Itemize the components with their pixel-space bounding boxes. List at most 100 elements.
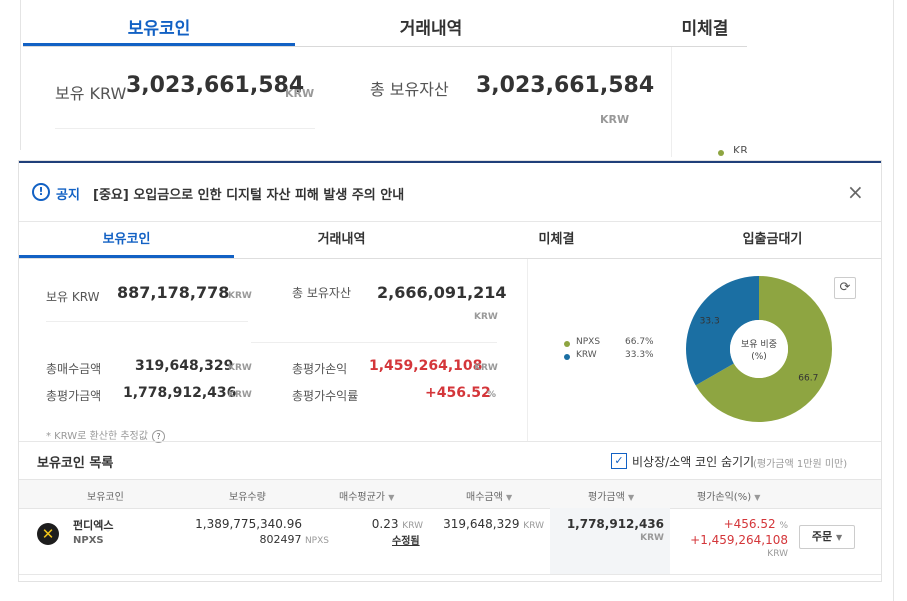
divider xyxy=(19,441,881,442)
divider xyxy=(19,221,881,222)
close-icon[interactable]: × xyxy=(847,180,864,204)
donut-slice-krw xyxy=(686,276,759,386)
donut-slice-npxs xyxy=(695,276,832,422)
col-profit-loss[interactable]: 평가손익(%) ▼ xyxy=(697,488,760,503)
total-pl-unit: KRW xyxy=(474,363,498,373)
tab-history[interactable]: 거래내역 xyxy=(317,232,366,247)
total-eval-label: 총평가금액 xyxy=(46,389,102,403)
total-pl-value: 1,459,264,108 xyxy=(369,358,483,374)
column-divider xyxy=(527,259,528,441)
avg-price-modified-link[interactable]: 수정됨 xyxy=(392,536,420,547)
order-button[interactable]: 주문 ▼ xyxy=(799,525,855,549)
divider xyxy=(46,321,248,322)
donut-label-krw: 33.3 xyxy=(700,316,720,326)
panel-border xyxy=(20,0,21,150)
divider xyxy=(251,342,497,343)
avg-price-value: 0.23 xyxy=(371,517,399,531)
legend-text-top: KR xyxy=(733,144,748,153)
sort-caret-icon: ▼ xyxy=(754,493,761,502)
total-pl-label: 총평가손익 xyxy=(292,362,348,376)
refresh-icon[interactable]: ⟳ xyxy=(834,277,856,299)
total-return-unit: % xyxy=(487,390,497,400)
hide-small-coins-label[interactable]: 비상장/소액 코인 숨기기 xyxy=(632,455,755,469)
holdings-list-title: 보유코인 목록 xyxy=(37,456,114,471)
krw-label-top: 보유 KRW xyxy=(55,84,127,103)
total-assets-value-top: 3,023,661,584 xyxy=(476,73,655,98)
sort-caret-icon: ▼ xyxy=(628,493,635,502)
col-eval-amount[interactable]: 평가금액 ▼ xyxy=(588,488,634,503)
order-button-label: 주문 xyxy=(811,530,833,543)
krw-value-top: 3,023,661,584 xyxy=(126,73,305,98)
table-row[interactable]: ✕ 펀디엑스 NPXS 1,389,775,340.96 802497 NPXS… xyxy=(19,508,881,574)
krw-value: 887,178,778 xyxy=(117,283,230,302)
total-assets-value: 2,666,091,214 xyxy=(377,283,507,302)
hide-small-coins-checkbox[interactable]: ✓ xyxy=(611,453,627,469)
col-buy-amount[interactable]: 매수금액 ▼ xyxy=(466,488,512,503)
eval-cell-bg xyxy=(550,508,670,574)
panel-top-border xyxy=(19,161,881,163)
estimate-hint: * KRW로 환산한 추정값? xyxy=(46,427,165,443)
profit-loss-pct-unit: % xyxy=(779,521,788,531)
legend-name-npxs: NPXS xyxy=(576,337,601,347)
total-return-value: +456.52 xyxy=(425,385,491,401)
estimate-hint-text: * KRW로 환산한 추정값 xyxy=(46,431,148,442)
donut-center-label: (%) xyxy=(751,352,767,362)
npxs-coin-icon: ✕ xyxy=(37,523,59,545)
profit-loss-pct-value: +456.52 xyxy=(723,517,776,531)
legend-value-krw: 33.3% xyxy=(625,350,654,360)
legend-value-npxs: 66.7% xyxy=(625,337,654,347)
total-assets-unit: KRW xyxy=(474,312,498,322)
col-buy-amount-label: 매수금액 xyxy=(466,492,503,503)
eval-amount-unit: KRW xyxy=(640,533,664,543)
quantity-line2: 802497 NPXS xyxy=(189,533,329,546)
quantity-line1: 1,389,775,340.96 xyxy=(195,517,302,531)
legend-name-krw: KRW xyxy=(576,350,597,360)
column-divider xyxy=(671,47,672,157)
active-tab-underline xyxy=(23,43,295,46)
avg-price-unit: KRW xyxy=(402,521,423,531)
col-avg-price-label: 매수평균가 xyxy=(339,492,385,503)
col-avg-price[interactable]: 매수평균가 ▼ xyxy=(339,488,394,503)
sort-caret-icon: ▼ xyxy=(506,493,513,502)
notice-text[interactable]: [중요] 오입금으로 인한 디지털 자산 피해 발생 주의 안내 xyxy=(93,188,405,203)
profit-loss-unit: KRW xyxy=(767,549,788,559)
total-eval-value: 1,778,912,436 xyxy=(123,385,237,401)
tab-deposit-withdraw-wait[interactable]: 입출금대기 xyxy=(742,232,803,247)
tab-holdings-top[interactable]: 보유코인 xyxy=(127,19,191,39)
tab-pending-top[interactable]: 미체결 xyxy=(681,19,729,39)
coin-name[interactable]: 펀디엑스 xyxy=(73,519,114,532)
help-icon[interactable]: ? xyxy=(151,430,165,443)
col-quantity: 보유수량 xyxy=(229,492,266,503)
krw-unit-top: KRW xyxy=(285,87,315,100)
tab-holdings[interactable]: 보유코인 xyxy=(102,232,151,247)
total-assets-label: 총 보유자산 xyxy=(292,286,352,300)
tab-divider xyxy=(23,46,747,47)
sort-caret-icon: ▼ xyxy=(388,493,395,502)
buy-amount-unit: KRW xyxy=(523,521,544,531)
coin-symbol: NPXS xyxy=(73,535,104,546)
krw-unit: KRW xyxy=(228,291,252,301)
eval-amount: 1,778,912,436 xyxy=(566,517,664,531)
divider xyxy=(55,128,315,129)
holdings-panel: ! 공지 [중요] 오입금으로 인한 디지털 자산 피해 발생 주의 안내 × … xyxy=(19,161,881,581)
holdings-donut-chart: 66.7 33.3 보유 비중 (%) xyxy=(686,276,832,422)
notice-bar[interactable]: ! 공지 [중요] 오입금으로 인한 디지털 자산 피해 발생 주의 안내 × xyxy=(19,173,881,213)
active-tab-underline xyxy=(19,255,234,258)
legend-dot-top xyxy=(718,150,724,156)
total-assets-unit-top: KRW xyxy=(600,113,630,126)
buy-amount: 319,648,329 KRW xyxy=(439,517,544,531)
total-buy-value: 319,648,329 xyxy=(135,358,234,374)
profit-loss-pct: +456.52 % xyxy=(679,517,788,531)
col-profit-loss-label: 평가손익(%) xyxy=(697,492,752,503)
total-buy-unit: KRW xyxy=(228,363,252,373)
donut-center-label: 보유 비중 xyxy=(741,339,777,350)
tab-divider xyxy=(19,258,881,259)
col-coin: 보유코인 xyxy=(87,492,124,503)
col-eval-amount-label: 평가금액 xyxy=(588,492,625,503)
legend-dot-krw xyxy=(564,354,570,360)
tab-pending[interactable]: 미체결 xyxy=(538,232,575,247)
tab-history-top[interactable]: 거래내역 xyxy=(399,19,463,39)
panel-border xyxy=(893,0,894,601)
divider xyxy=(19,574,881,575)
